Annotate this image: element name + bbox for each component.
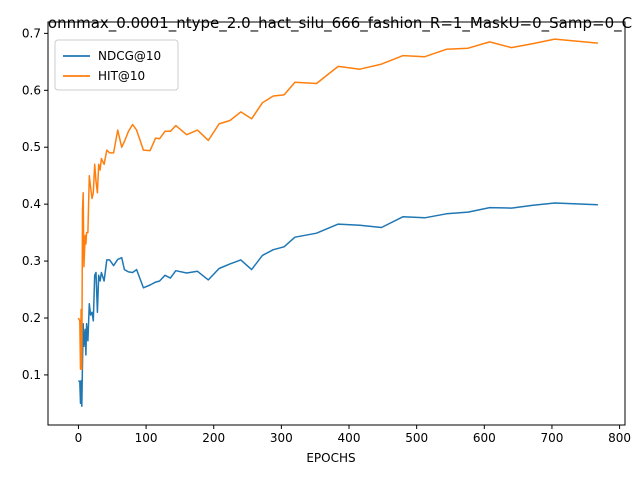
series-line-hit-10 — [77, 38, 598, 370]
plot-area — [47, 21, 626, 426]
y-tick-label: 0.7 — [22, 26, 41, 40]
x-tick-label: 100 — [135, 431, 158, 445]
x-tick-label: 0 — [75, 431, 83, 445]
series-line-ndcg-10 — [77, 202, 598, 407]
y-tick-label: 0.5 — [22, 140, 41, 154]
legend-box — [54, 39, 179, 91]
x-tick-label: 700 — [540, 431, 563, 445]
y-axis: 0.1 0.2 0.3 0.4 0.5 0.6 0.7 — [22, 26, 48, 382]
x-tick-label: 400 — [338, 431, 361, 445]
x-axis: 0 100 200 300 400 500 600 700 800 — [75, 425, 631, 445]
chart-title: onnmax_0.0001_ntype_2.0_hact_silu_666_fa… — [48, 14, 632, 33]
x-axis-title: EPOCHS — [306, 451, 355, 465]
x-tick-label: 800 — [608, 431, 631, 445]
y-tick-label: 0.3 — [22, 254, 41, 268]
x-tick-label: 600 — [473, 431, 496, 445]
y-tick-label: 0.6 — [22, 83, 41, 97]
x-tick-label: 200 — [202, 431, 225, 445]
series-layer — [77, 38, 598, 407]
plot-frame — [47, 21, 626, 426]
y-tick-label: 0.4 — [22, 197, 41, 211]
y-tick-label: 0.2 — [22, 311, 41, 325]
x-tick-label: 300 — [270, 431, 293, 445]
legend-label-hit: HIT@10 — [98, 69, 145, 83]
legend-label-ndcg: NDCG@10 — [98, 49, 161, 63]
y-tick-label: 0.1 — [22, 368, 41, 382]
legend: NDCG@10 HIT@10 — [54, 39, 179, 91]
x-tick-label: 500 — [405, 431, 428, 445]
